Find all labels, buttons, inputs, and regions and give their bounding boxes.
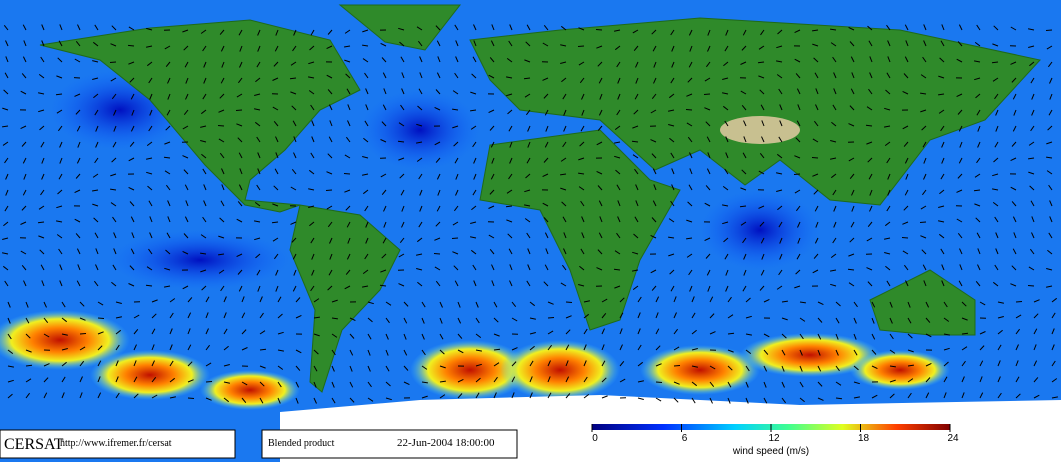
wind-arrow — [578, 46, 584, 47]
wind-arrow — [920, 222, 926, 223]
wind-arrow — [188, 398, 194, 399]
wind-arrow — [992, 62, 998, 63]
colorbar-label: wind speed (m/s) — [732, 446, 809, 457]
wind-arrow — [566, 302, 572, 303]
wind-arrow — [1046, 30, 1052, 31]
wind-arrow — [836, 398, 842, 399]
wind-arrow — [80, 334, 86, 335]
wind-arrow — [704, 94, 710, 95]
wind-arrow — [506, 206, 512, 207]
wind-arrow — [38, 222, 44, 223]
wind-arrow — [290, 78, 296, 79]
wind-arrow — [1016, 302, 1022, 303]
date: 22-Jun-2004 18:00:00 — [397, 437, 495, 449]
wind-arrow — [962, 333, 968, 334]
wind-arrow — [326, 190, 332, 191]
wind-arrow — [524, 78, 530, 79]
wind-arrow — [656, 382, 662, 383]
wind-arrow — [272, 222, 278, 223]
colorbar-tick-label: 12 — [768, 433, 780, 444]
colorbar-tick-label: 18 — [858, 433, 870, 444]
wind-arrow — [632, 141, 638, 142]
wind-arrow — [206, 382, 212, 383]
product: Blended product — [268, 438, 335, 449]
colorbar-tick-label: 24 — [947, 433, 959, 444]
wind-arrow — [974, 190, 980, 191]
colorbar-tick-label: 6 — [682, 433, 688, 444]
wind-arrow — [596, 30, 602, 31]
wind-arrow — [380, 285, 386, 286]
wind-arrow — [218, 126, 224, 127]
wind-arrow — [902, 238, 908, 239]
wind-arrow — [794, 174, 800, 175]
wind-arrow — [56, 94, 62, 95]
wind-arrow — [614, 269, 620, 270]
wind-arrow — [128, 45, 134, 46]
wind-arrow — [110, 62, 116, 63]
url: http://www.ifremer.fr/cersat — [60, 438, 172, 449]
wind-arrow — [728, 333, 734, 334]
wind-arrow — [758, 62, 764, 63]
wind-arrow — [452, 238, 458, 239]
wind-arrow — [740, 206, 746, 207]
wind-arrow — [812, 158, 818, 159]
wind-arrow — [146, 285, 152, 286]
wind-arrow — [494, 349, 500, 350]
wind-arrow — [98, 318, 104, 319]
wind-arrow — [236, 110, 242, 111]
logo: CERSAT — [4, 436, 64, 453]
wind-arrow — [866, 125, 872, 126]
wind-arrow — [260, 349, 266, 350]
wind-arrow — [398, 141, 404, 142]
wind-arrow — [548, 318, 554, 319]
wind-arrow — [164, 157, 170, 158]
wind-arrow — [1028, 286, 1034, 287]
colorbar-tick-label: 0 — [592, 433, 598, 444]
wind-arrow — [434, 254, 440, 255]
wind-arrow — [686, 110, 692, 111]
wind-arrow — [344, 174, 350, 175]
wind-arrow — [848, 269, 854, 270]
wind-arrow — [674, 366, 680, 367]
wind-arrow — [26, 365, 32, 366]
